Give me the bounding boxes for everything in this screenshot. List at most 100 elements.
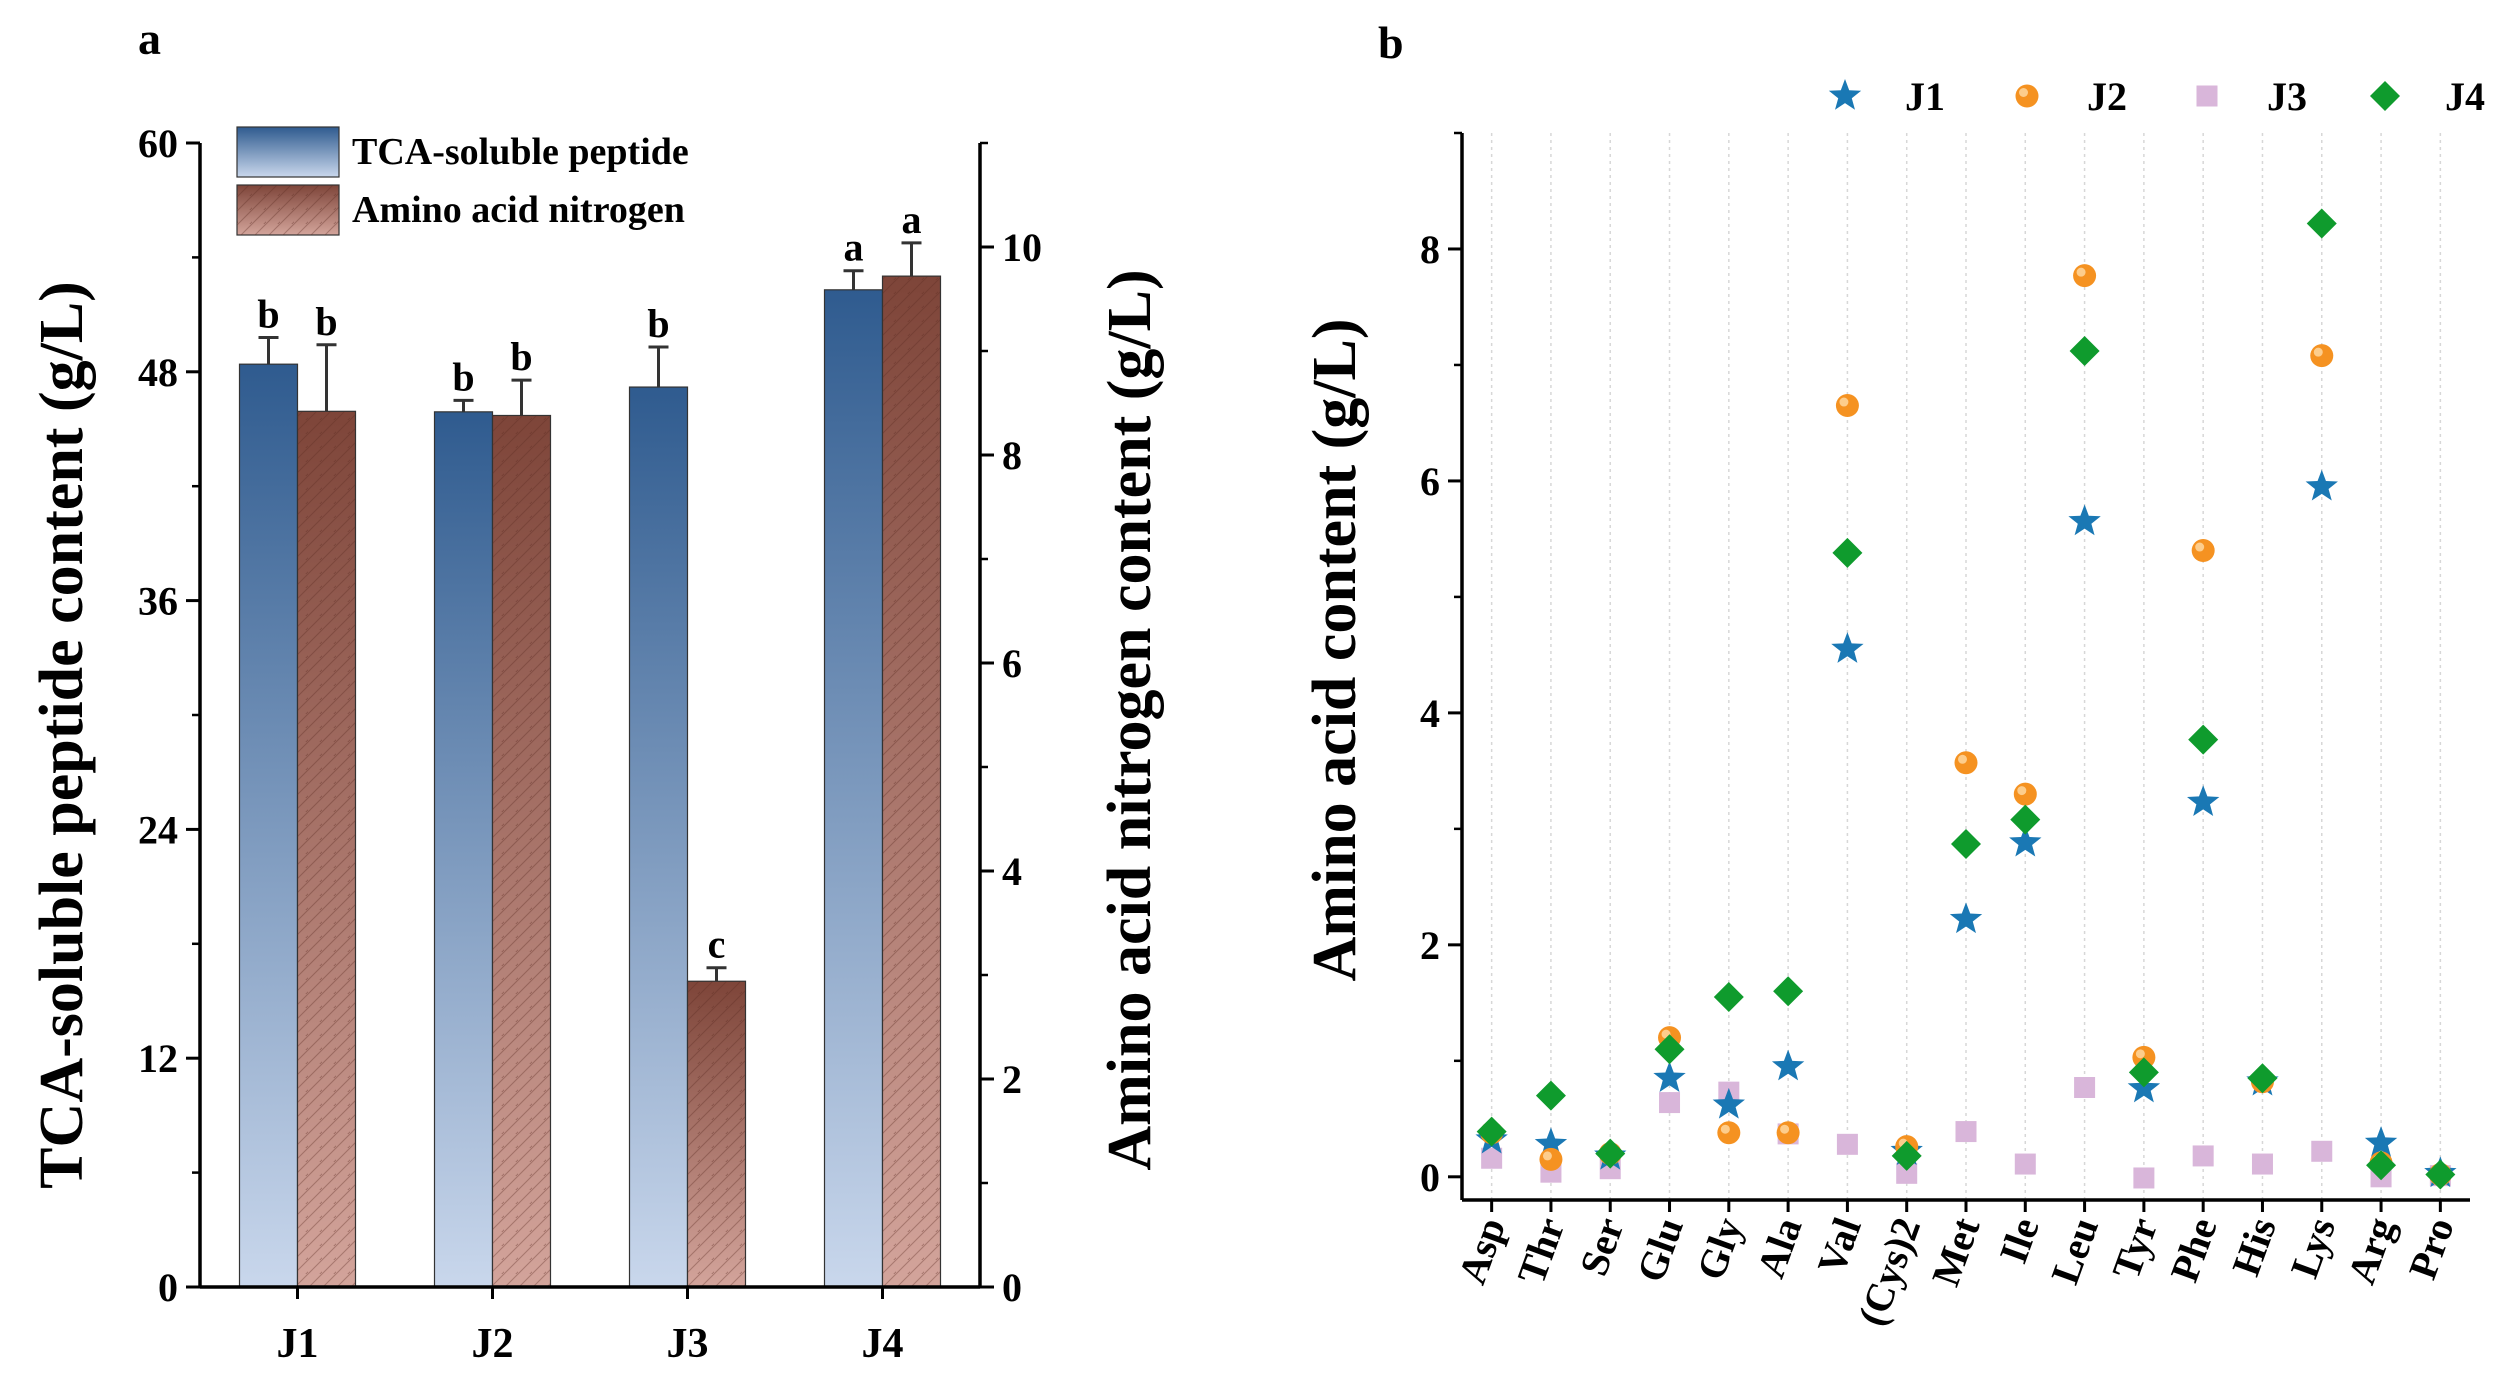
- point-j3-ile: [2014, 1153, 2036, 1175]
- legend-label: TCA-soluble peptide: [352, 131, 689, 173]
- point-j4-ala: [1773, 976, 1804, 1007]
- y-tick-label: 6: [1420, 459, 1440, 504]
- significance-letter: b: [315, 299, 337, 344]
- y-tick-label: 12: [138, 1036, 178, 1081]
- x-tick-label: Thr: [1508, 1212, 1573, 1290]
- significance-letter: c: [708, 922, 726, 967]
- x-tick-label: Asp: [1449, 1212, 1514, 1290]
- point-j4-ser: [1595, 1138, 1626, 1169]
- bar-hatch-j2: [492, 415, 551, 1288]
- point-j1-phe: [2187, 785, 2220, 816]
- point-j4-leu: [2069, 336, 2100, 367]
- point-j2-ala: [1776, 1121, 1800, 1145]
- x-tick-label: J3: [667, 1321, 709, 1367]
- x-tick-label: Tyr: [2103, 1212, 2166, 1285]
- bar-tca-j4: [823, 289, 884, 1288]
- panel-a-y2-axis-title: Amino acid nitrogen content (g/L): [1096, 269, 1164, 1170]
- x-tick-label: Val: [1808, 1212, 1870, 1280]
- point-j4-gly: [1713, 982, 1744, 1013]
- point-j3-leu: [2074, 1077, 2096, 1099]
- point-j1-glu: [1653, 1061, 1686, 1092]
- significance-letter: a: [902, 197, 922, 242]
- point-j4-tyr: [2128, 1057, 2159, 1088]
- point-j3-lys: [2311, 1140, 2333, 1162]
- y-tick-label: 0: [158, 1265, 178, 1310]
- legend-label: J4: [2445, 74, 2485, 119]
- x-tick-label: Pro: [2400, 1212, 2463, 1285]
- point-j3-glu: [1659, 1092, 1681, 1114]
- y-tick-label: 2: [1420, 923, 1440, 968]
- point-j1-val: [1831, 632, 1864, 663]
- point-j1-ala: [1771, 1049, 1805, 1081]
- y-tick-label: 36: [138, 579, 178, 624]
- point-j4-cys2: [1891, 1140, 1922, 1171]
- y2-tick-label: 8: [1002, 433, 1022, 478]
- panel-a-label: a: [138, 13, 161, 64]
- y-tick-label: 4: [1420, 691, 1440, 736]
- bar-hatch-j1: [297, 411, 356, 1287]
- x-tick-label: J4: [862, 1321, 904, 1367]
- point-j4-his: [2247, 1063, 2278, 1094]
- y-tick-label: 60: [138, 121, 178, 166]
- y-tick-label: 8: [1420, 227, 1440, 272]
- y2-tick-label: 6: [1002, 641, 1022, 686]
- significance-letter: b: [647, 301, 669, 346]
- legend-marker-j3: [2196, 85, 2218, 107]
- significance-letter: a: [844, 225, 864, 270]
- panel-a-y-axis-title: TCA-soluble peptide content (g/L): [28, 281, 96, 1189]
- point-j3-asp: [1481, 1147, 1503, 1169]
- point-j1-thr: [1534, 1127, 1568, 1159]
- point-j2-met: [1954, 751, 1978, 775]
- point-j3-met: [1955, 1121, 1977, 1143]
- x-tick-label: His: [2223, 1212, 2285, 1282]
- point-j2-phe: [2191, 539, 2215, 563]
- panel-b-label: b: [1378, 17, 1404, 68]
- legend-marker-j4: [2370, 81, 2400, 111]
- point-j4-lys: [2306, 208, 2337, 239]
- point-j3-tyr: [2133, 1167, 2155, 1189]
- bar-tca-j3: [628, 386, 689, 1288]
- point-j2-gly: [1717, 1121, 1741, 1145]
- y-tick-label: 48: [138, 350, 178, 395]
- panel-b-y-axis-title: Amino acid content (g/L): [1301, 318, 1369, 981]
- point-j4-pro: [2425, 1159, 2456, 1190]
- point-j2-tyr: [2132, 1045, 2156, 1069]
- point-j4-val: [1832, 537, 1863, 568]
- significance-letter: b: [452, 354, 474, 399]
- point-j2-thr: [1539, 1147, 1563, 1171]
- point-j2-val: [1835, 394, 1859, 418]
- point-j1-lys: [2305, 469, 2338, 501]
- x-tick-label: Gly: [1688, 1212, 1752, 1286]
- legend-swatch-hatch: [237, 185, 339, 235]
- point-j2-leu: [2073, 264, 2097, 288]
- point-j4-glu: [1654, 1034, 1685, 1065]
- point-j4-arg: [2366, 1150, 2397, 1181]
- y2-tick-label: 2: [1002, 1057, 1022, 1102]
- point-j3-cys2: [1896, 1162, 1918, 1184]
- y2-tick-label: 0: [1002, 1265, 1022, 1310]
- panel-b-legend: J1 J2 J3 J4: [1828, 74, 2485, 119]
- y2-tick-label: 4: [1002, 849, 1022, 894]
- x-tick-label: J1: [277, 1321, 319, 1367]
- panel-a-legend: TCA-soluble peptide Amino acid nitrogen: [236, 126, 689, 236]
- x-tick-label: Ala: [1748, 1212, 1811, 1284]
- y2-tick-label: 10: [1002, 225, 1042, 270]
- x-tick-label: Lys: [2281, 1212, 2344, 1284]
- point-j4-phe: [2188, 724, 2219, 755]
- point-j1-ile: [2009, 825, 2042, 857]
- point-j3-phe: [2192, 1145, 2214, 1167]
- x-tick-label: Arg: [2338, 1212, 2403, 1290]
- bar-hatch-j3: [687, 981, 746, 1287]
- point-j4-met: [1951, 828, 1981, 859]
- x-tick-label: Ile: [1990, 1212, 2047, 1269]
- significance-letter: b: [510, 334, 532, 379]
- x-tick-label: Glu: [1628, 1212, 1692, 1288]
- point-j4-thr: [1535, 1080, 1566, 1111]
- point-j3-val: [1836, 1133, 1858, 1155]
- legend-label: J3: [2267, 74, 2307, 119]
- bar-tca-j2: [433, 411, 494, 1288]
- legend-label: Amino acid nitrogen: [352, 189, 685, 231]
